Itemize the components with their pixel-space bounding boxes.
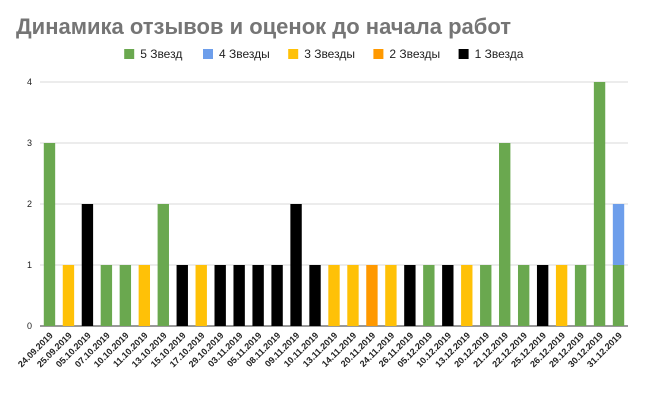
legend-label: 2 Звезды (389, 47, 440, 61)
legend-swatch (458, 49, 469, 59)
bar-segment (404, 265, 416, 326)
bar-segment (536, 265, 549, 326)
bar-segment (480, 265, 492, 326)
bar-segment (157, 204, 169, 326)
y-tick-label: 4 (27, 77, 32, 87)
bar-segment (233, 265, 245, 326)
bar-segment (366, 265, 378, 326)
y-tick-label: 0 (27, 321, 32, 331)
bar-segment (252, 265, 264, 326)
legend-swatch (288, 49, 299, 59)
legend-label: 3 Звезды (304, 47, 355, 61)
bar-segment (176, 265, 188, 326)
bar-segment (100, 265, 113, 326)
bar-segment (517, 265, 530, 326)
y-tick-label: 3 (27, 138, 32, 148)
legend-label: 1 Звезда (475, 47, 524, 61)
bar-segment (442, 265, 454, 326)
legend-swatch (124, 49, 135, 59)
bar-segment (461, 265, 473, 326)
chart-title: Динамика отзывов и оценок до начала рабо… (16, 14, 512, 39)
bar-segment (119, 265, 132, 326)
y-tick-label: 1 (27, 260, 32, 270)
bar-segment (499, 143, 511, 326)
bar-segment (612, 265, 625, 326)
bar-segment (214, 265, 226, 326)
legend-swatch (203, 49, 213, 59)
bar-segment (309, 265, 321, 326)
bar-segment (555, 265, 568, 326)
bar-segment (574, 265, 587, 326)
bar-segment (290, 204, 302, 326)
bar-segment (271, 265, 283, 326)
bar-segment (138, 265, 151, 326)
legend-label: 5 Звезд (140, 47, 182, 61)
y-tick-label: 2 (27, 199, 32, 209)
bar-segment (195, 265, 207, 326)
bar-segment (328, 265, 340, 326)
bar-segment (385, 265, 397, 326)
legend-label: 4 Звезды (219, 47, 270, 61)
bar-segment (62, 265, 75, 326)
bar-segment (593, 82, 606, 326)
bar-segment (612, 204, 625, 265)
bar-segment (347, 265, 359, 326)
bar-segment (81, 204, 94, 326)
legend-swatch (373, 49, 384, 59)
bar-segment (423, 265, 435, 326)
bar-segment (43, 143, 56, 326)
